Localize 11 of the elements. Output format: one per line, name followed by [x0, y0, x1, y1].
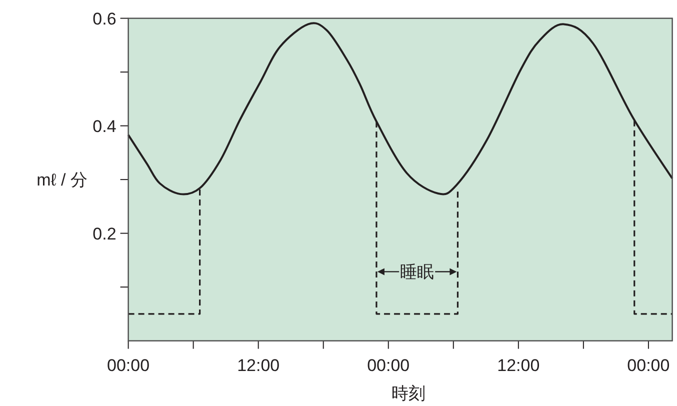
- x-axis-title: 時刻: [391, 384, 426, 403]
- x-tick-label: 00:00: [367, 356, 410, 375]
- x-tick-label: 00:00: [627, 356, 670, 375]
- x-tick-label: 12:00: [497, 356, 540, 375]
- annotation: 睡眠: [400, 262, 434, 282]
- y-axis-title: mℓ / 分: [36, 170, 88, 190]
- y-tick-label: 0.4: [92, 116, 116, 136]
- x-tick-label: 00:00: [107, 356, 150, 375]
- x-tick-label: 12:00: [237, 356, 280, 375]
- y-tick-label: 0.2: [92, 224, 116, 244]
- y-tick-label: 0.6: [92, 9, 116, 28]
